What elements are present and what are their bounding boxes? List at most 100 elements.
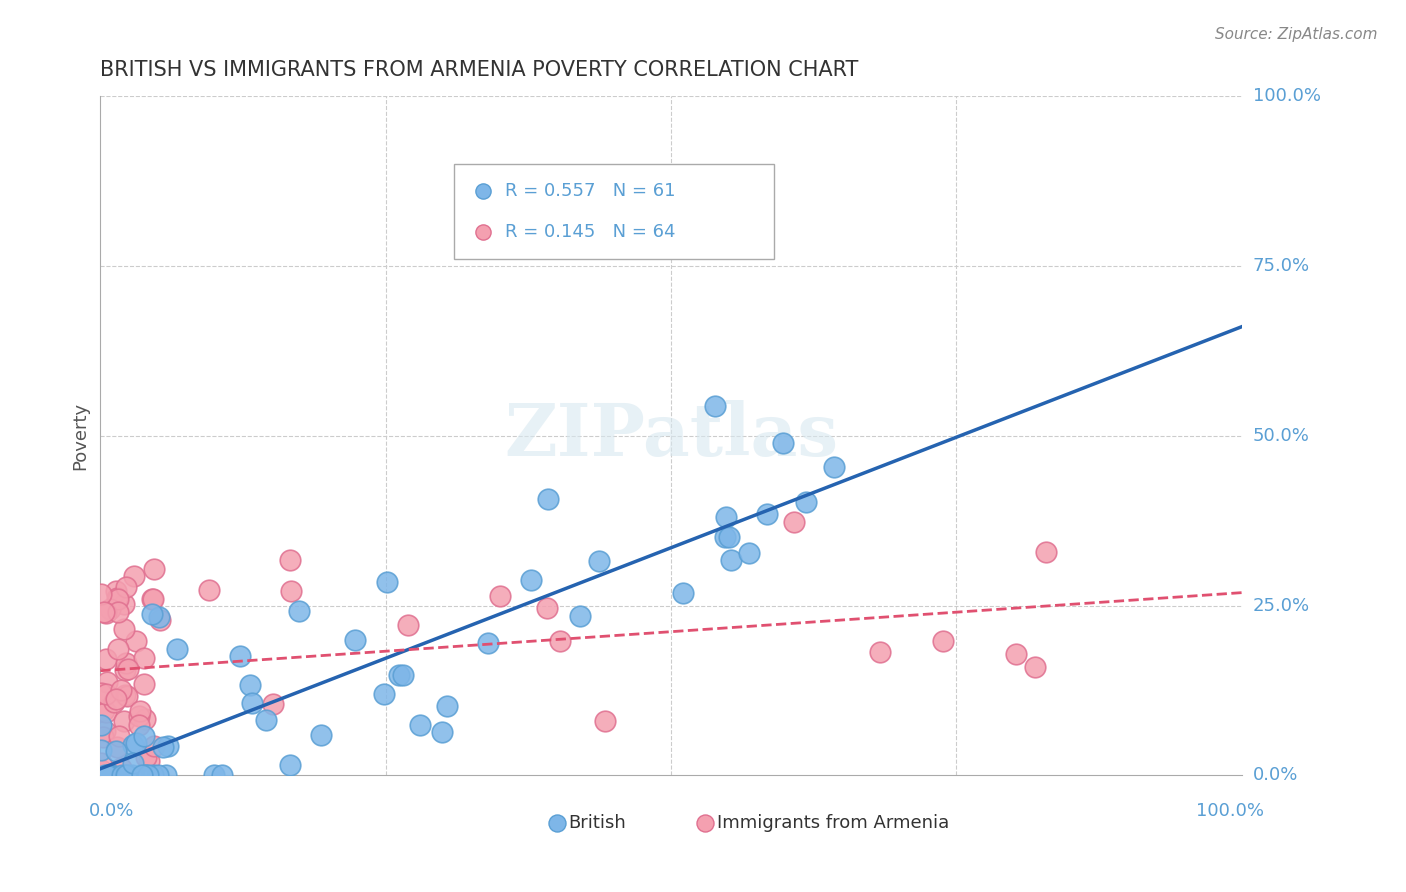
Point (344, 632, 367, 647)
Point (112, 622, 135, 636)
Point (1035, 545, 1057, 559)
Point (794, 495, 817, 509)
Point (101, 768, 124, 782)
Point (90, 686, 112, 700)
Point (713, 530, 735, 544)
Point (156, 739, 179, 754)
Text: ZIPatlas: ZIPatlas (503, 401, 838, 471)
Point (477, 636, 499, 650)
Point (111, 768, 134, 782)
Point (138, 754, 160, 768)
Point (148, 609, 170, 624)
Point (254, 713, 277, 727)
Point (94, 652, 117, 666)
Point (783, 516, 806, 530)
Point (536, 600, 558, 615)
Point (546, 815, 568, 830)
Point (409, 717, 432, 731)
Point (198, 582, 221, 597)
Point (718, 530, 741, 544)
Text: 100.0%: 100.0% (1197, 803, 1264, 821)
Point (202, 768, 225, 782)
Point (396, 618, 419, 632)
Point (755, 508, 778, 522)
Text: 0.0%: 0.0% (89, 803, 135, 821)
Point (90, 764, 112, 778)
Point (90, 587, 112, 601)
Point (110, 761, 132, 775)
Point (166, 641, 188, 656)
Point (114, 663, 136, 677)
Point (262, 697, 284, 711)
Point (392, 667, 415, 681)
Point (471, 185, 494, 199)
Text: 0.0%: 0.0% (1253, 766, 1298, 784)
Point (155, 768, 177, 782)
Point (242, 696, 264, 710)
Point (136, 768, 159, 782)
Text: 75.0%: 75.0% (1253, 257, 1310, 275)
Point (143, 562, 166, 576)
Point (105, 584, 128, 599)
Point (94, 606, 117, 620)
Point (90, 743, 112, 757)
Point (375, 574, 398, 589)
Point (114, 580, 136, 594)
Point (142, 592, 165, 607)
Point (93, 605, 115, 619)
Point (149, 613, 172, 627)
Point (91, 731, 114, 745)
Point (125, 736, 148, 750)
Point (128, 709, 150, 723)
Point (288, 604, 311, 618)
Point (96, 674, 118, 689)
Point (211, 768, 233, 782)
Point (373, 688, 395, 702)
Point (122, 568, 145, 582)
Point (593, 714, 616, 728)
Text: British: British (568, 814, 626, 832)
Point (550, 633, 572, 648)
Point (239, 678, 262, 692)
Point (94, 687, 117, 701)
Point (278, 757, 301, 772)
Point (569, 609, 592, 624)
Text: 25.0%: 25.0% (1253, 597, 1310, 615)
Point (278, 553, 301, 567)
Point (142, 768, 165, 782)
Point (112, 714, 135, 728)
Point (121, 768, 143, 782)
Point (115, 768, 138, 782)
Point (471, 225, 494, 239)
Point (107, 641, 129, 656)
Point (93, 768, 115, 782)
Point (520, 574, 543, 588)
Point (105, 740, 128, 755)
Point (1024, 660, 1046, 674)
Point (823, 459, 845, 474)
Point (714, 510, 737, 524)
Point (112, 597, 135, 611)
Point (146, 768, 169, 782)
Point (107, 605, 129, 619)
Point (588, 554, 610, 568)
Point (97, 768, 120, 782)
Point (104, 692, 127, 706)
Point (141, 607, 163, 621)
Point (772, 435, 794, 450)
Point (134, 712, 156, 726)
Point (537, 491, 560, 506)
Point (107, 592, 129, 607)
Point (115, 689, 138, 703)
Point (932, 634, 955, 648)
Point (124, 634, 146, 648)
Point (115, 767, 138, 781)
FancyBboxPatch shape (454, 164, 773, 260)
Point (280, 584, 302, 599)
Point (93, 703, 115, 717)
Point (105, 591, 128, 605)
Point (122, 739, 145, 753)
Point (132, 768, 155, 782)
Point (869, 645, 891, 659)
Text: Immigrants from Armenia: Immigrants from Armenia (717, 814, 949, 832)
